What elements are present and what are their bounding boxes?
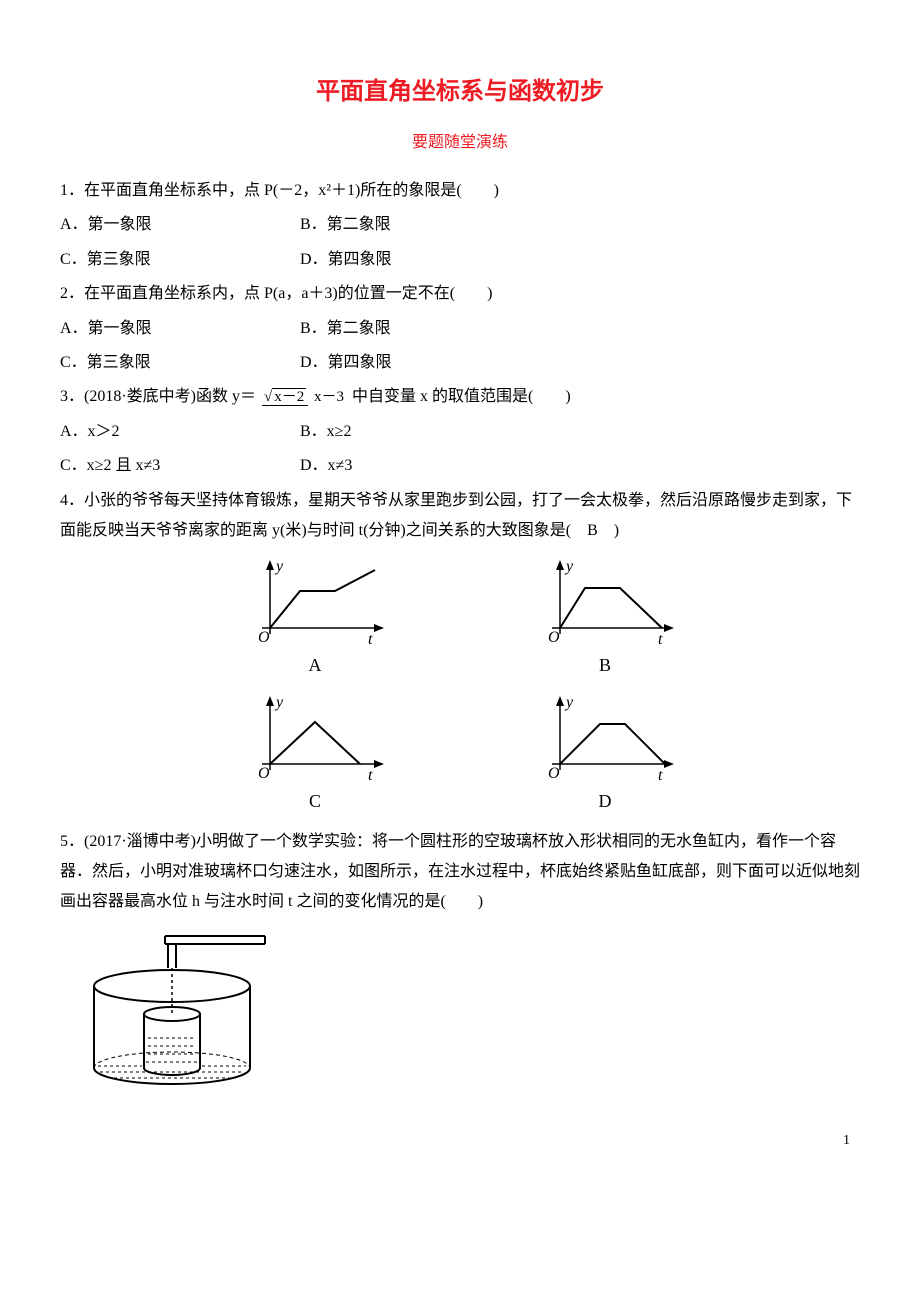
axis-origin: O [548,629,560,646]
graph-d-label: D [530,784,680,818]
q5-svg [60,928,280,1098]
axis-t-label: t [658,767,663,782]
axis-y-label: y [274,558,284,575]
question-4-graph-row-2: y O t C y O t D [60,692,860,818]
axis-y-label: y [564,558,574,575]
q3-option-d: D．x≠3 [300,451,550,481]
axis-y-label: y [564,694,574,711]
graph-b-label: B [530,648,680,682]
graph-b-svg: y O t [530,556,680,646]
graph-block-b: y O t B [530,556,680,682]
q3-stem-after: 中自变量 x 的取值范围是( ) [352,388,571,405]
question-5-figure [60,928,860,1098]
axis-t-label: t [658,631,663,646]
axis-origin: O [258,629,270,646]
question-5-stem: 5．(2017·淄博中考)小明做了一个数学实验：将一个圆柱形的空玻璃杯放入形状相… [60,827,860,918]
question-3-stem: 3．(2018·娄底中考)函数 y＝ √x－2 x－3 中自变量 x 的取值范围… [60,382,860,412]
q2-option-a: A．第一象限 [60,314,300,344]
q3-option-a: A．x＞2 [60,417,300,447]
q3-option-b: B．x≥2 [300,417,550,447]
question-4-graph-row-1: y O t A y O t B [60,556,860,682]
graph-block-a: y O t A [240,556,390,682]
graph-a-svg: y O t [240,556,390,646]
graph-block-d: y O t D [530,692,680,818]
graph-c-label: C [240,784,390,818]
axis-t-label: t [368,631,373,646]
question-2-options-row-2: C．第三象限 D．第四象限 [60,348,860,378]
question-1-stem: 1．在平面直角坐标系中，点 P(－2，x²＋1)所在的象限是( ) [60,176,860,206]
graph-block-c: y O t C [240,692,390,818]
q3-option-c: C．x≥2 且 x≠3 [60,451,300,481]
q1-option-c: C．第三象限 [60,245,300,275]
page-number: 1 [60,1128,860,1155]
graph-c-svg: y O t [240,692,390,782]
q2-option-b: B．第二象限 [300,314,550,344]
page-subtitle: 要题随堂演练 [60,128,860,158]
page-title: 平面直角坐标系与函数初步 [60,70,860,116]
graph-a-label: A [240,648,390,682]
question-1-options-row-2: C．第三象限 D．第四象限 [60,245,860,275]
question-2-stem: 2．在平面直角坐标系内，点 P(a，a＋3)的位置一定不在( ) [60,279,860,309]
q3-fraction: √x－2 x－3 [262,389,346,406]
question-2-options-row-1: A．第一象限 B．第二象限 [60,314,860,344]
axis-t-label: t [368,767,373,782]
q3-stem-before: 3．(2018·娄底中考)函数 y＝ [60,388,256,405]
q1-option-b: B．第二象限 [300,210,550,240]
axis-y-label: y [274,694,284,711]
question-3-options-row-1: A．x＞2 B．x≥2 [60,417,860,447]
q1-option-d: D．第四象限 [300,245,550,275]
question-1-options-row-1: A．第一象限 B．第二象限 [60,210,860,240]
graph-d-svg: y O t [530,692,680,782]
axis-origin: O [548,765,560,782]
axis-origin: O [258,765,270,782]
q2-option-c: C．第三象限 [60,348,300,378]
question-3-options-row-2: C．x≥2 且 x≠3 D．x≠3 [60,451,860,481]
q3-frac-den: x－3 [312,389,346,405]
q2-option-d: D．第四象限 [300,348,550,378]
q1-option-a: A．第一象限 [60,210,300,240]
q3-frac-num: x－2 [272,388,306,405]
question-4-stem: 4．小张的爷爷每天坚持体育锻炼，星期天爷爷从家里跑步到公园，打了一会太极拳，然后… [60,486,860,547]
